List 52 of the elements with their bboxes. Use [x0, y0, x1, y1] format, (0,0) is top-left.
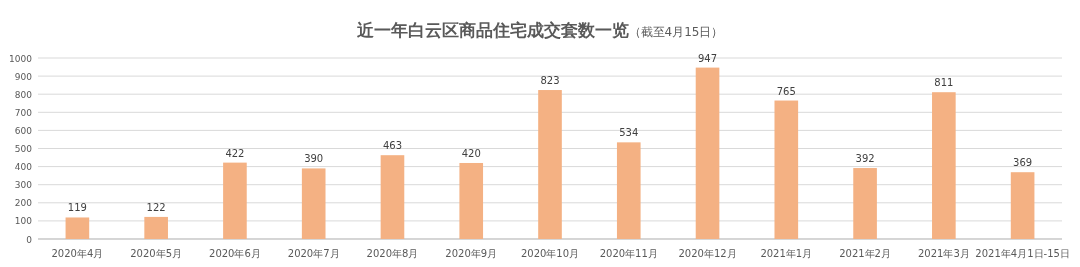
bar — [932, 92, 956, 239]
x-tick-label: 2020年5月 — [130, 248, 183, 259]
data-label: 422 — [225, 147, 245, 159]
bar — [774, 100, 799, 239]
y-tick-label: 200 — [14, 198, 33, 209]
x-tick-label: 2020年8月 — [366, 248, 419, 259]
data-label: 947 — [697, 52, 718, 64]
x-tick-label: 2020年4月 — [51, 248, 104, 259]
bar — [223, 162, 247, 239]
y-tick-label: 700 — [14, 107, 33, 118]
bar — [1010, 172, 1035, 239]
x-tick-label: 2020年6月 — [209, 248, 261, 259]
bar — [616, 142, 641, 239]
chart-title: 近一年白云区商品住宅成交套数一览 — [355, 20, 629, 40]
x-tick-label: 2020年10月 — [520, 248, 580, 259]
y-tick-label: 400 — [14, 162, 33, 173]
data-label: 420 — [461, 147, 481, 159]
data-label: 823 — [540, 75, 560, 87]
y-tick-label: 1000 — [9, 53, 33, 64]
data-label: 765 — [776, 85, 796, 97]
bar — [538, 90, 562, 239]
y-tick-label: 500 — [14, 144, 33, 154]
data-label: 122 — [146, 201, 166, 213]
data-label: 369 — [1013, 157, 1033, 169]
x-tick-label: 2021年2月 — [839, 248, 891, 259]
data-label: 119 — [67, 202, 87, 214]
bar — [853, 168, 877, 239]
bar — [144, 216, 168, 239]
x-tick-label: 2021年4月1日-15日 — [975, 248, 1070, 259]
y-tick-label: 100 — [14, 216, 33, 227]
chart-subtitle: （截至4月15日） — [628, 25, 724, 39]
y-tick-label: 800 — [14, 89, 33, 100]
data-label: 811 — [934, 77, 954, 89]
x-tick-label: 2020年9月 — [445, 248, 498, 259]
data-label: 390 — [304, 153, 324, 165]
bar — [65, 217, 90, 239]
x-tick-label: 2021年3月 — [917, 248, 970, 259]
x-tick-label: 2020年12月 — [678, 248, 737, 259]
data-label: 463 — [382, 140, 403, 152]
y-tick-label: 300 — [14, 180, 33, 191]
y-tick-label: 900 — [14, 71, 33, 82]
x-tick-label: 2020年7月 — [287, 248, 340, 259]
bar — [380, 155, 405, 239]
x-tick-label: 2021年1月 — [760, 248, 813, 259]
bar — [459, 162, 484, 239]
bar — [695, 67, 720, 239]
y-tick-label: 0 — [26, 234, 33, 245]
x-tick-label: 2020年11月 — [599, 248, 658, 259]
data-label: 392 — [855, 153, 875, 165]
data-label: 534 — [619, 127, 639, 139]
y-tick-label: 600 — [14, 125, 33, 136]
bar — [301, 168, 326, 239]
